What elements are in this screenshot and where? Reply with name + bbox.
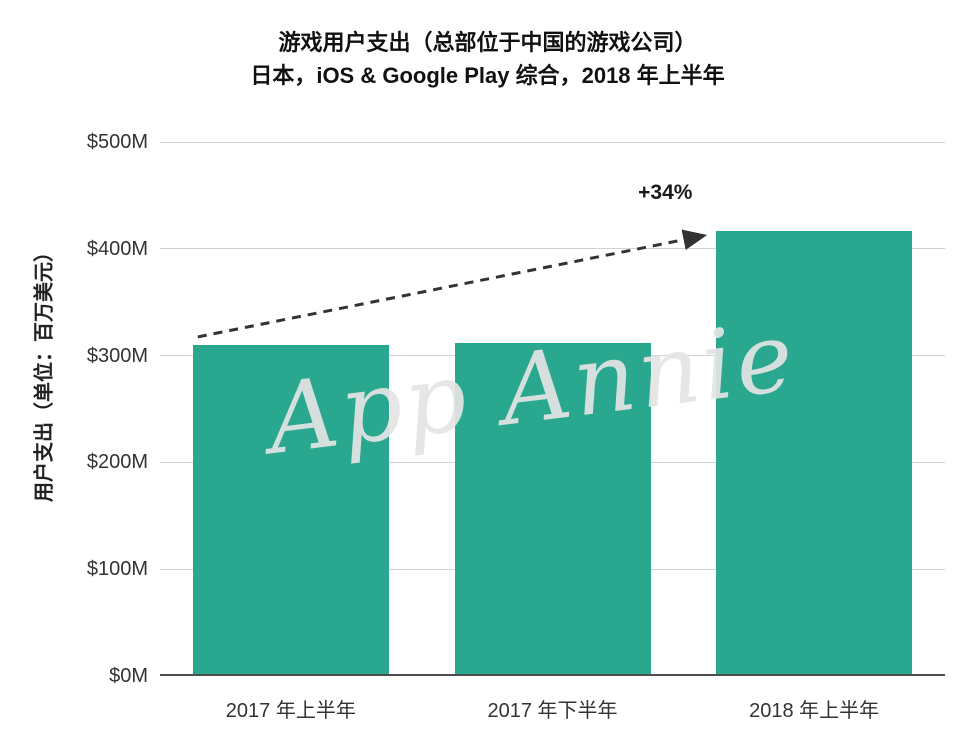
gridline: [160, 141, 945, 143]
y-tick-labels: $0M $100M $200M $300M $400M $500M: [0, 131, 148, 687]
bar-2: [454, 342, 651, 676]
y-tick-label: $0M: [109, 665, 148, 687]
x-axis-line: [160, 674, 945, 676]
x-tick-label: 2017 年上半年: [225, 700, 356, 722]
chart-title: 游戏用户支出（总部位于中国的游戏公司）: [278, 30, 697, 55]
y-tick-label: $100M: [86, 558, 148, 581]
y-tick-label: $400M: [86, 237, 148, 260]
bar-1: [192, 344, 389, 676]
y-tick-label: $300M: [86, 344, 148, 367]
y-tick-label: $200M: [86, 451, 148, 474]
growth-annotation: +34%: [638, 180, 693, 204]
x-tick-label: 2018 年上半年: [749, 700, 880, 722]
chart-header: 游戏用户支出（总部位于中国的游戏公司） 日本，iOS & Google Play…: [0, 26, 975, 92]
x-tick-labels: 2017 年上半年 2017 年下半年 2018 年上半年: [160, 694, 945, 724]
plot-area: [160, 141, 945, 676]
x-tick-label: 2017 年下半年: [487, 700, 618, 722]
chart-subtitle: 日本，iOS & Google Play 综合，2018 年上半年: [250, 63, 725, 88]
bar-3: [716, 230, 913, 676]
y-tick-label: $500M: [86, 131, 148, 153]
